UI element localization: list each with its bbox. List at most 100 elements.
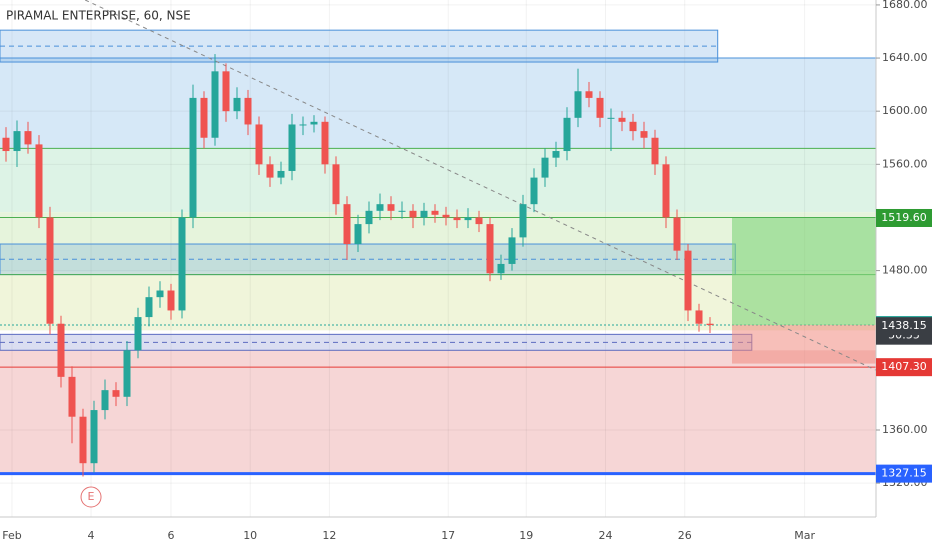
candle-body [321, 121, 329, 165]
candle-body [255, 124, 263, 165]
candle-body [145, 297, 153, 318]
price-badge [876, 358, 932, 377]
x-tick-label: Feb [2, 529, 21, 542]
position-stop [732, 325, 876, 364]
candle-body [277, 170, 285, 178]
x-tick-label: 26 [678, 529, 692, 542]
candle-body [464, 217, 472, 221]
zone-band [0, 148, 876, 213]
candle-body [57, 323, 65, 377]
candle-body [123, 350, 131, 397]
candle-body [24, 131, 32, 145]
candle-body [585, 91, 593, 98]
candle-body [475, 217, 483, 225]
zone-box [0, 29, 719, 63]
candle-body [387, 204, 395, 211]
candle-body [332, 164, 340, 205]
candle-body [486, 224, 494, 274]
candle-body [200, 97, 208, 138]
candle-body [310, 121, 318, 125]
candle-body [134, 317, 142, 351]
candle-body [376, 204, 384, 211]
candle-body [365, 210, 373, 225]
candle-body [607, 117, 615, 119]
candle-body [409, 210, 417, 218]
y-tick-label: 1680.00 [882, 0, 928, 11]
candle-body [299, 124, 307, 126]
candle-body [695, 310, 703, 324]
candle-body [596, 97, 604, 118]
candle-body [13, 131, 21, 152]
candle-body [651, 137, 659, 165]
y-tick-label: 1560.00 [882, 157, 928, 170]
y-tick-label: 1360.00 [882, 423, 928, 436]
candle-body [497, 263, 505, 274]
trendline [84, 0, 877, 371]
plot-layer: E [0, 0, 877, 517]
x-tick-label: 17 [441, 529, 455, 542]
candle-body [354, 224, 362, 245]
candle-body [79, 416, 87, 464]
candle-body [68, 376, 76, 417]
candle-body [189, 97, 197, 218]
y-tick-label: 1480.00 [882, 264, 928, 277]
candle-body [35, 144, 43, 218]
x-tick-label: 4 [88, 529, 95, 542]
candle-body [706, 323, 714, 326]
candle-body [541, 157, 549, 178]
event-marker [80, 486, 102, 508]
zone-band [0, 350, 876, 473]
candle-body [431, 210, 439, 215]
candle-body [101, 390, 109, 411]
price-badge [876, 464, 932, 483]
candle-body [662, 164, 670, 218]
candle-body [552, 151, 560, 158]
candle-body [530, 177, 538, 205]
zone-band [0, 58, 876, 149]
candle-body [420, 210, 428, 218]
x-tick-label: 19 [519, 529, 533, 542]
candle-body [574, 91, 582, 118]
candle-body [266, 164, 274, 178]
candle-body [343, 204, 351, 245]
price-badge-label: 1438.15 [881, 319, 927, 332]
price-badge [876, 208, 932, 227]
candle-body [178, 217, 186, 311]
x-tick-label: 12 [322, 529, 336, 542]
candle-body [563, 117, 571, 152]
price-badge [876, 317, 932, 336]
position-target [732, 217, 876, 326]
price-badge-label: 1407.30 [881, 360, 927, 373]
candle-body [2, 137, 10, 152]
price-badge-label: 1519.60 [881, 211, 927, 224]
event-label: E [88, 490, 95, 503]
x-tick-label: 24 [599, 529, 613, 542]
price-axis [876, 0, 932, 550]
candle-body [46, 217, 54, 324]
y-tick-label: 1600.00 [882, 104, 928, 117]
candle-body [156, 290, 164, 298]
zone-band [0, 212, 876, 272]
candle-body [167, 290, 175, 311]
candle-body [684, 250, 692, 311]
candle-body [618, 117, 626, 122]
chart-title: PIRAMAL ENTERPRISE, 60, NSE [6, 9, 191, 23]
candle-body [288, 124, 296, 171]
candle-body [90, 410, 98, 464]
candle-body [233, 97, 241, 112]
x-tick-label: 10 [243, 529, 257, 542]
y-tick-label: 1640.00 [882, 51, 928, 64]
candle-body [112, 390, 120, 397]
candle-body [453, 217, 461, 221]
candle-body [211, 71, 219, 138]
x-tick-label: 6 [167, 529, 174, 542]
candle-body [244, 97, 252, 125]
x-tick-label: Mar [794, 529, 815, 542]
candle-body [398, 210, 406, 212]
candle-body [442, 214, 450, 218]
candle-body [673, 217, 681, 251]
price-badge-label: 1327.15 [881, 467, 927, 480]
candle-body [508, 237, 516, 264]
